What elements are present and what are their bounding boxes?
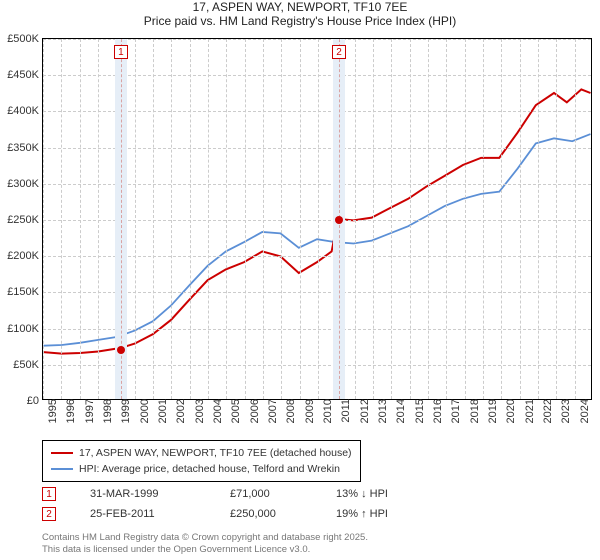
x-tick-label: 2017 — [446, 399, 462, 423]
chart-marker-dot — [335, 216, 343, 224]
sale-marker-1: 1 — [42, 487, 56, 501]
footer: Contains HM Land Registry data © Crown c… — [42, 532, 368, 556]
y-tick-label: £100K — [7, 323, 43, 335]
x-tick-label: 2013 — [373, 399, 389, 423]
y-tick-label: £500K — [7, 33, 43, 45]
title-line-1: 17, ASPEN WAY, NEWPORT, TF10 7EE — [0, 0, 600, 14]
y-tick-label: £450K — [7, 69, 43, 81]
y-tick-label: £200K — [7, 250, 43, 262]
sale-marker-2: 2 — [42, 507, 56, 521]
x-tick-label: 2005 — [226, 399, 242, 423]
x-tick-label: 2012 — [355, 399, 371, 423]
sale-price: £71,000 — [230, 488, 336, 500]
x-tick-label: 2020 — [501, 399, 517, 423]
x-tick-label: 2007 — [263, 399, 279, 423]
sales-row: 2 25-FEB-2011 £250,000 19% ↑ HPI — [42, 504, 388, 524]
chart-marker-1: 1 — [114, 45, 128, 59]
legend-label-paid: 17, ASPEN WAY, NEWPORT, TF10 7EE (detach… — [79, 447, 352, 459]
sale-date: 25-FEB-2011 — [90, 508, 230, 520]
sale-diff: 13% ↓ HPI — [336, 488, 388, 500]
x-tick-label: 2008 — [281, 399, 297, 423]
x-tick-label: 2001 — [153, 399, 169, 423]
chart-marker-dot — [117, 346, 125, 354]
sales-row: 1 31-MAR-1999 £71,000 13% ↓ HPI — [42, 484, 388, 504]
sales-table: 1 31-MAR-1999 £71,000 13% ↓ HPI 2 25-FEB… — [42, 484, 388, 524]
plot-area: £0£50K£100K£150K£200K£250K£300K£350K£400… — [42, 38, 592, 400]
legend-label-hpi: HPI: Average price, detached house, Telf… — [79, 463, 340, 475]
title-line-2: Price paid vs. HM Land Registry's House … — [0, 14, 600, 28]
x-tick-label: 2023 — [556, 399, 572, 423]
x-tick-label: 2003 — [190, 399, 206, 423]
chart-marker-2: 2 — [332, 45, 346, 59]
legend-swatch-paid — [51, 452, 73, 454]
x-tick-label: 2006 — [245, 399, 261, 423]
x-tick-label: 2009 — [300, 399, 316, 423]
x-tick-label: 2015 — [410, 399, 426, 423]
x-tick-label: 2002 — [171, 399, 187, 423]
legend-swatch-hpi — [51, 468, 73, 470]
x-tick-label: 2016 — [428, 399, 444, 423]
footer-line-2: This data is licensed under the Open Gov… — [42, 544, 368, 556]
x-tick-label: 2004 — [208, 399, 224, 423]
x-tick-label: 2022 — [538, 399, 554, 423]
x-tick-label: 2014 — [391, 399, 407, 423]
y-tick-label: £50K — [13, 359, 43, 371]
y-tick-label: £300K — [7, 178, 43, 190]
x-tick-label: 1999 — [116, 399, 132, 423]
sale-price: £250,000 — [230, 508, 336, 520]
legend-row-paid: 17, ASPEN WAY, NEWPORT, TF10 7EE (detach… — [51, 445, 352, 461]
x-tick-label: 1995 — [43, 399, 59, 423]
x-tick-label: 2000 — [135, 399, 151, 423]
y-tick-label: £0 — [27, 395, 43, 407]
legend-row-hpi: HPI: Average price, detached house, Telf… — [51, 461, 352, 477]
x-tick-label: 2024 — [575, 399, 591, 423]
x-tick-label: 1998 — [98, 399, 114, 423]
x-tick-label: 2018 — [465, 399, 481, 423]
sale-date: 31-MAR-1999 — [90, 488, 230, 500]
y-tick-label: £250K — [7, 214, 43, 226]
x-tick-label: 2021 — [520, 399, 536, 423]
sale-diff: 19% ↑ HPI — [336, 508, 388, 520]
x-tick-label: 1996 — [61, 399, 77, 423]
x-tick-label: 2010 — [318, 399, 334, 423]
y-tick-label: £350K — [7, 142, 43, 154]
legend: 17, ASPEN WAY, NEWPORT, TF10 7EE (detach… — [42, 440, 361, 482]
x-tick-label: 2011 — [336, 399, 352, 423]
y-tick-label: £400K — [7, 105, 43, 117]
x-tick-label: 1997 — [80, 399, 96, 423]
y-tick-label: £150K — [7, 286, 43, 298]
chart-container: 17, ASPEN WAY, NEWPORT, TF10 7EE Price p… — [0, 0, 600, 560]
footer-line-1: Contains HM Land Registry data © Crown c… — [42, 532, 368, 544]
x-tick-label: 2019 — [483, 399, 499, 423]
